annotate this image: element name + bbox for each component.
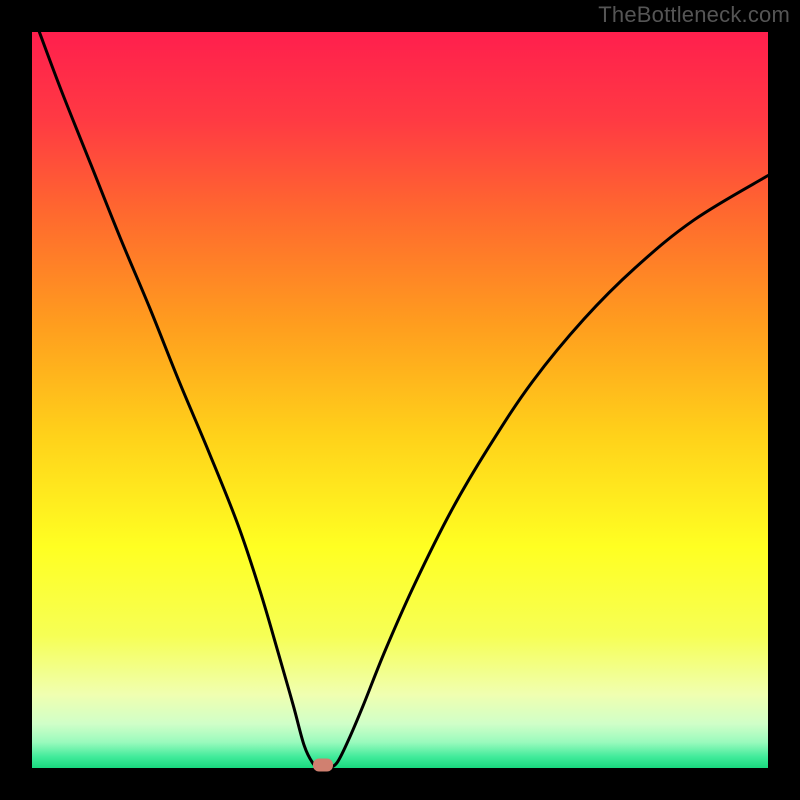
- plot-area: [32, 32, 768, 768]
- heat-gradient: [32, 32, 768, 768]
- optimal-marker: [313, 759, 333, 772]
- watermark-text: TheBottleneck.com: [598, 2, 790, 28]
- chart-container: TheBottleneck.com: [0, 0, 800, 800]
